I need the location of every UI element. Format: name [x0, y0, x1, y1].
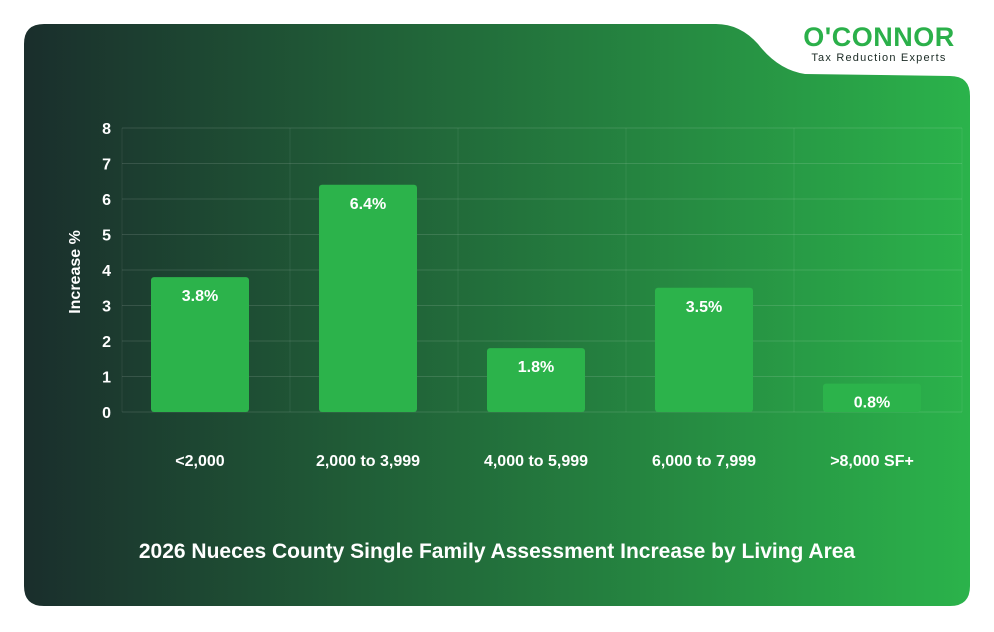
bar-value-label: 3.8%: [182, 288, 218, 305]
y-tick-label: 8: [102, 121, 111, 138]
y-tick-label: 1: [102, 370, 111, 387]
bar-value-label: 3.5%: [686, 299, 722, 316]
x-axis-ticks: <2,000 2,000 to 3,999 4,000 to 5,999 6,000 …: [175, 453, 914, 470]
bar-value-label: 6.4%: [350, 196, 386, 213]
y-tick-label: 5: [102, 228, 111, 245]
brand-logo: O'CONNOR Tax Reduction Experts: [788, 22, 970, 65]
y-tick-label: 3: [102, 299, 111, 316]
x-tick-label: 6,000 to 7,999: [652, 453, 756, 470]
data-labels: 3.8% 6.4% 1.8% 3.5% 0.8%: [182, 196, 890, 412]
y-tick-label: 7: [102, 157, 111, 174]
bar: [823, 383, 921, 412]
x-tick-label: 4,000 to 5,999: [484, 453, 588, 470]
bar: [151, 277, 249, 412]
y-tick-label: 0: [102, 405, 111, 422]
y-tick-label: 4: [102, 263, 111, 280]
card-background: [24, 24, 970, 606]
bar: [319, 184, 417, 412]
brand-name: O'CONNOR: [803, 22, 955, 52]
brand-tagline: Tax Reduction Experts: [811, 52, 947, 64]
x-tick-label: >8,000 SF+: [830, 453, 914, 470]
bar-value-label: 0.8%: [854, 395, 890, 412]
bars: [151, 184, 921, 412]
y-tick-label: 2: [102, 334, 111, 351]
bar: [487, 348, 585, 412]
y-axis-label: Increase %: [67, 230, 84, 314]
y-axis-ticks: 0 1 2 3 4 5 6 7 8: [102, 121, 111, 422]
y-tick-label: 6: [102, 192, 111, 209]
x-tick-label: 2,000 to 3,999: [316, 453, 420, 470]
bar-value-label: 1.8%: [518, 359, 554, 376]
chart-title: 2026 Nueces County Single Family Assessm…: [138, 540, 856, 563]
x-tick-label: <2,000: [175, 453, 224, 470]
bar: [655, 287, 753, 412]
